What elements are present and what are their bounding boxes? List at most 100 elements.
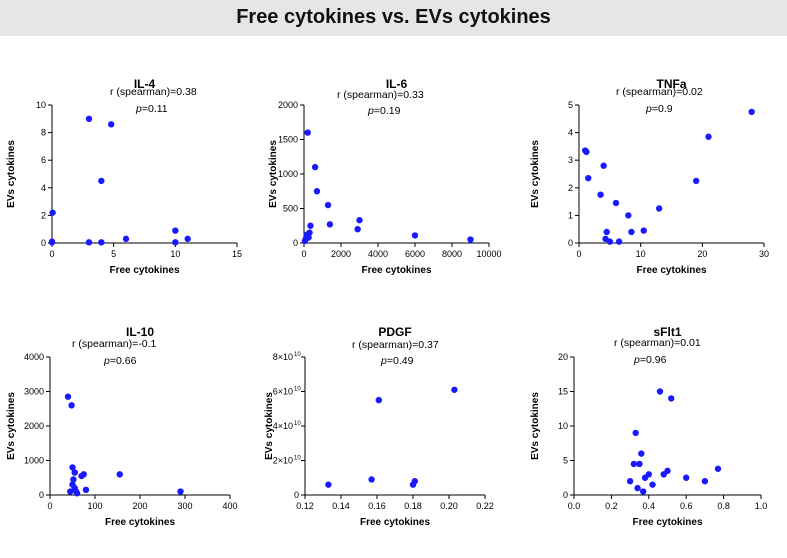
x-tick-label: 200: [132, 501, 147, 511]
data-point: [304, 129, 311, 136]
x-tick-label: 0.4: [643, 501, 656, 511]
y-tick-label: 0: [39, 490, 44, 500]
p-value: p=0.66: [103, 355, 137, 367]
y-tick-label: 0: [293, 238, 298, 248]
data-point: [748, 108, 755, 116]
y-tick-exponent: 10: [294, 421, 301, 427]
data-point: [73, 490, 81, 497]
chart-title: IL-4: [134, 77, 156, 91]
data-point: [326, 221, 334, 228]
data-point: [467, 236, 474, 243]
y-tick-label: 4×10: [273, 421, 293, 431]
data-point: [636, 460, 643, 468]
y-tick-label: 1000: [278, 169, 298, 179]
y-tick-label: 3000: [24, 387, 44, 397]
y-tick-label: 1500: [278, 135, 298, 145]
data-point: [122, 235, 130, 243]
data-point: [603, 228, 610, 236]
data-point: [313, 188, 321, 195]
data-point: [307, 222, 314, 229]
x-tick-label: 6000: [405, 249, 425, 259]
data-point: [306, 229, 313, 236]
x-tick-label: 0: [301, 249, 306, 259]
data-point: [640, 227, 647, 234]
data-point: [69, 464, 76, 471]
data-point: [664, 467, 671, 475]
data-point: [638, 450, 645, 457]
x-tick-label: 0.0: [568, 501, 581, 511]
p-symbol: p: [633, 354, 640, 366]
y-tick-exponent: 10: [294, 352, 301, 358]
chart-tnfa: TNFa r (spearman)=0.02 p=0.9 0 10 20 30 0 1 2 3 4 5 F…: [524, 62, 786, 310]
y-tick-exponent: 10: [294, 456, 301, 462]
y-tick-label: 2×10: [273, 456, 293, 466]
p-symbol: p: [380, 355, 387, 367]
p-number: =0.66: [110, 355, 137, 367]
data-point: [655, 205, 663, 212]
data-point: [70, 476, 77, 483]
chart-sflt1: sFlt1 r (spearman)=0.01 p=0.96 0.0 0.2 0.4 0.6…: [524, 310, 786, 558]
data-point: [324, 201, 332, 209]
x-tick-label: 400: [222, 501, 237, 511]
y-axis-label: EVs cytokines: [530, 140, 541, 208]
data-point: [98, 177, 105, 185]
y-axis-label: EVs cytokines: [6, 392, 17, 460]
x-tick-label: 100: [87, 501, 102, 511]
data-point: [714, 465, 722, 472]
p-value: p=0.19: [367, 105, 401, 117]
x-tick-label: 0.16: [368, 501, 386, 511]
y-tick-label: 6×10: [273, 387, 293, 397]
x-tick-label: 0.2: [605, 501, 618, 511]
chart-svg: IL-4r (spearman)=0.38 p=0.11 0 5 10 15 0 2 4 6 8 10…: [6, 77, 242, 276]
data-point: [634, 484, 641, 492]
x-tick-label: 10: [636, 249, 646, 259]
chart-title: sFlt1: [653, 325, 681, 339]
data-point: [692, 177, 700, 185]
p-number: =0.11: [142, 103, 168, 115]
data-point: [701, 478, 709, 485]
x-axis-label: Free cytokines: [632, 517, 702, 528]
data-point: [683, 474, 690, 481]
x-tick-label: 0: [576, 249, 581, 259]
p-number: =0.9: [652, 103, 673, 115]
p-value: p=0.49: [380, 355, 414, 367]
p-value: p=0.96: [633, 354, 667, 366]
data-point: [451, 386, 458, 393]
data-point: [172, 239, 179, 246]
y-tick-label: 5: [568, 100, 573, 110]
data-point: [49, 209, 56, 216]
data-point: [632, 429, 639, 437]
y-tick-label: 10: [558, 421, 568, 431]
y-tick-label: 8: [41, 128, 46, 138]
x-tick-label: 0.12: [296, 501, 314, 511]
y-tick-label: 0: [41, 238, 46, 248]
y-tick-label: 20: [558, 352, 568, 362]
y-tick-label: 0: [294, 490, 299, 500]
chart-il6: IL-6 r (spearman)=0.33 p=0.19 0 2000 4000 6000…: [262, 62, 524, 310]
data-point: [64, 393, 72, 400]
x-tick-label: 0.6: [680, 501, 693, 511]
chart-svg: IL-10r (spearman)=-0.1 p=0.66 0 100 200 300 40…: [6, 325, 238, 528]
chart-title: TNFa: [657, 77, 687, 91]
chart-pdgf: PDGF r (spearman)=0.37 p=0.49 0.12 0.14 0.16 0…: [262, 310, 524, 558]
y-axis-label: EVs cytokines: [264, 392, 275, 460]
data-point: [172, 227, 179, 234]
x-tick-label: 0.20: [440, 501, 458, 511]
data-point: [583, 148, 590, 156]
x-tick-label: 10: [170, 249, 180, 259]
y-tick-label: 2: [568, 183, 573, 193]
data-point: [639, 488, 647, 495]
y-tick-label: 500: [283, 204, 298, 214]
x-tick-label: 20: [697, 249, 707, 259]
data-point: [48, 239, 56, 246]
data-point: [656, 388, 664, 395]
data-point: [80, 471, 87, 478]
p-symbol: p: [645, 103, 652, 115]
data-point: [375, 396, 382, 404]
p-symbol: p: [135, 103, 142, 115]
data-point: [82, 486, 90, 494]
spearman-r: r (spearman)=0.33: [337, 89, 424, 101]
data-point: [116, 471, 123, 478]
